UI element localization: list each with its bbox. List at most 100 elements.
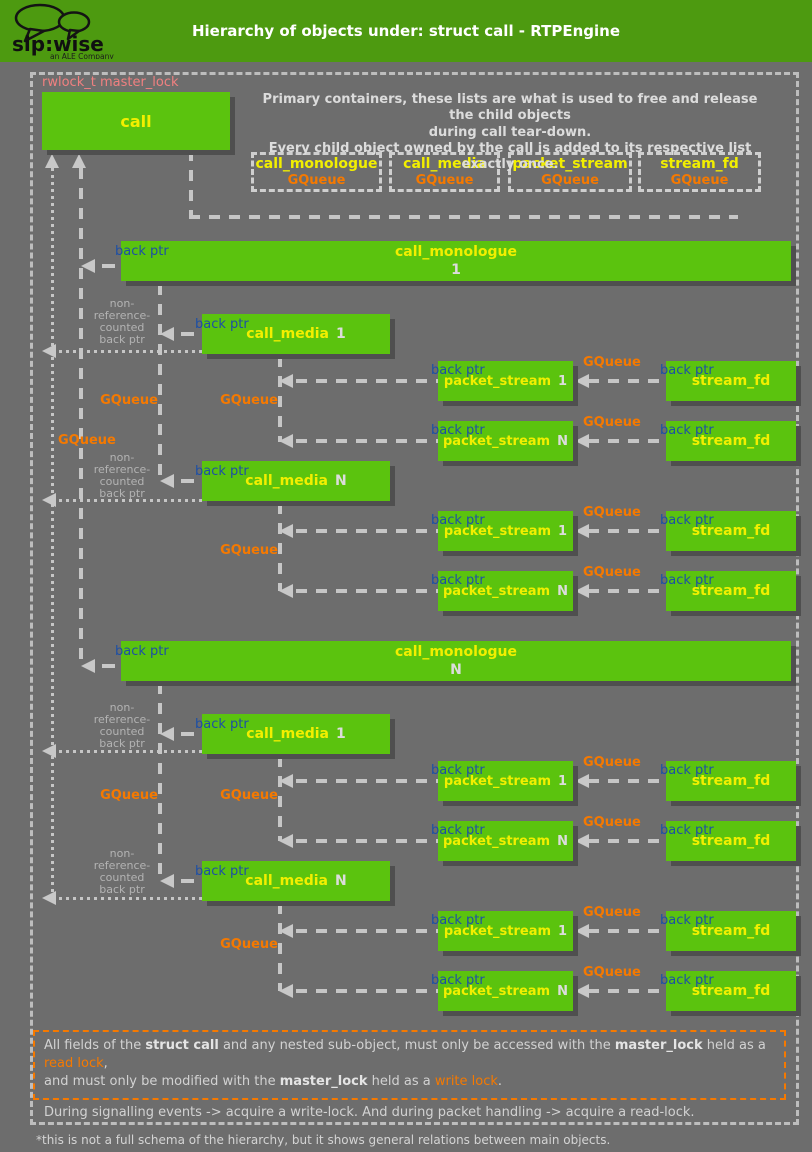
node-number: 1	[558, 523, 568, 539]
node-label: call_media	[245, 473, 328, 489]
back-ptr-label: back ptr	[431, 423, 485, 438]
node-call-media-n: call_media N	[202, 861, 390, 901]
media-gqueue-line	[158, 284, 162, 481]
gqueue-label: GQueue	[583, 815, 641, 830]
node-label: packet_stream	[442, 983, 551, 999]
gqueue-label: GQueue	[220, 543, 278, 558]
non-ref-back-ptr-label: non- reference- counted back ptr	[93, 451, 151, 501]
note-spacer	[44, 1092, 775, 1104]
left-arrow	[42, 344, 56, 358]
left-arrow	[279, 374, 293, 388]
node-number: 1	[335, 326, 346, 342]
note-text: held as a	[702, 1038, 766, 1053]
node-label: packet_stream	[442, 833, 551, 849]
node-stream-fd: stream_fd	[666, 761, 796, 801]
non-ref-dotted-line	[52, 499, 202, 502]
container-title: call_monologue	[255, 156, 378, 172]
stream-fd-back-ptr-line	[588, 439, 666, 443]
back-ptr-label: back ptr	[660, 913, 714, 928]
sipwise-logo: sip:wise an ALE Company	[10, 3, 130, 63]
monologue-gqueue-line	[79, 168, 83, 666]
stream-fd-back-ptr-line	[588, 839, 666, 843]
container-sub: GQueue	[541, 173, 599, 188]
back-ptr-label: back ptr	[431, 763, 485, 778]
node-label: call_media	[246, 326, 329, 342]
node-number: N	[450, 662, 462, 678]
up-arrow	[72, 154, 86, 168]
left-arrow	[42, 744, 56, 758]
left-arrow	[42, 891, 56, 905]
logo-text: sip:wise	[12, 32, 104, 56]
note-line-2: and must only be modified with the maste…	[44, 1073, 775, 1091]
node-stream-fd: stream_fd	[666, 821, 796, 861]
footnote: *this is not a full schema of the hierar…	[36, 1133, 611, 1147]
left-arrow	[575, 774, 589, 788]
gqueue-label: GQueue	[583, 505, 641, 520]
node-label: stream_fd	[691, 433, 771, 449]
back-ptr-label: back ptr	[195, 717, 249, 732]
left-arrow	[279, 834, 293, 848]
node-packet-stream-n: packet_stream N	[438, 971, 573, 1011]
diagram-canvas: rwlock_t master_lock call Primary contai…	[0, 62, 812, 1152]
node-stream-fd: stream_fd	[666, 421, 796, 461]
stream-fd-back-ptr-line	[588, 929, 666, 933]
page-title: Hierarchy of objects under: struct call …	[191, 22, 621, 40]
note-text-bold: master_lock	[614, 1038, 703, 1053]
stream-fd-back-ptr-line	[588, 529, 666, 533]
locking-note-box: All fields of the struct call and any ne…	[33, 1030, 786, 1120]
gqueue-label: GQueue	[583, 415, 641, 430]
stream-fd-back-ptr-line	[588, 589, 666, 593]
left-arrow	[279, 774, 293, 788]
note-text: and any nested sub-object, must only be …	[218, 1038, 615, 1053]
back-ptr-line	[296, 379, 438, 383]
intro-line-1: Primary containers, these lists are what…	[262, 92, 758, 124]
left-arrow	[575, 434, 589, 448]
non-ref-dotted-line	[52, 350, 202, 353]
master-lock-label: rwlock_t master_lock	[42, 75, 179, 90]
node-label: call_monologue	[394, 643, 518, 660]
node-call-media-1: call_media 1	[202, 714, 390, 754]
outer-dashed-container	[30, 72, 799, 1125]
back-ptr-label: back ptr	[431, 913, 485, 928]
node-packet-stream-n: packet_stream N	[438, 571, 573, 611]
node-label: packet_stream	[443, 373, 552, 389]
left-arrow	[575, 584, 589, 598]
note-text: .	[497, 1074, 503, 1090]
back-ptr-label: back ptr	[431, 823, 485, 838]
back-ptr-label: back ptr	[431, 363, 485, 378]
node-label: call_monologue	[394, 243, 518, 260]
container-call-monologue-gqueue: call_monologue GQueue	[251, 152, 382, 192]
back-ptr-label: back ptr	[195, 464, 249, 479]
gqueue-label: GQueue	[583, 565, 641, 580]
gqueue-label: GQueue	[220, 937, 278, 952]
gqueue-label: GQueue	[100, 393, 158, 408]
gqueue-label: GQueue	[583, 965, 641, 980]
node-number: N	[557, 433, 568, 449]
stream-gqueue-line	[278, 756, 282, 841]
node-label: packet_stream	[443, 523, 552, 539]
node-number: N	[557, 983, 568, 999]
node-label: packet_stream	[442, 583, 551, 599]
left-arrow	[575, 524, 589, 538]
node-packet-stream-n: packet_stream N	[438, 421, 573, 461]
node-stream-fd: stream_fd	[666, 571, 796, 611]
dash-segment	[102, 664, 115, 668]
back-ptr-label: back ptr	[660, 823, 714, 838]
non-ref-back-ptr-line	[51, 168, 54, 899]
back-ptr-label: back ptr	[660, 763, 714, 778]
container-sub: GQueue	[287, 173, 346, 188]
node-stream-fd: stream_fd	[666, 361, 796, 401]
left-arrow	[279, 524, 293, 538]
container-stream-fd-gqueue: stream_fd GQueue	[638, 152, 761, 192]
node-packet-stream-n: packet_stream N	[438, 821, 573, 861]
left-arrow	[42, 493, 56, 507]
back-ptr-label: back ptr	[660, 573, 714, 588]
left-arrow	[575, 834, 589, 848]
node-label: stream_fd	[691, 583, 771, 599]
note-text: held as a	[367, 1074, 435, 1090]
container-title: packet_stream	[512, 156, 628, 172]
back-ptr-line	[296, 529, 438, 533]
node-number: 1	[451, 262, 461, 278]
stream-fd-back-ptr-line	[588, 379, 666, 383]
